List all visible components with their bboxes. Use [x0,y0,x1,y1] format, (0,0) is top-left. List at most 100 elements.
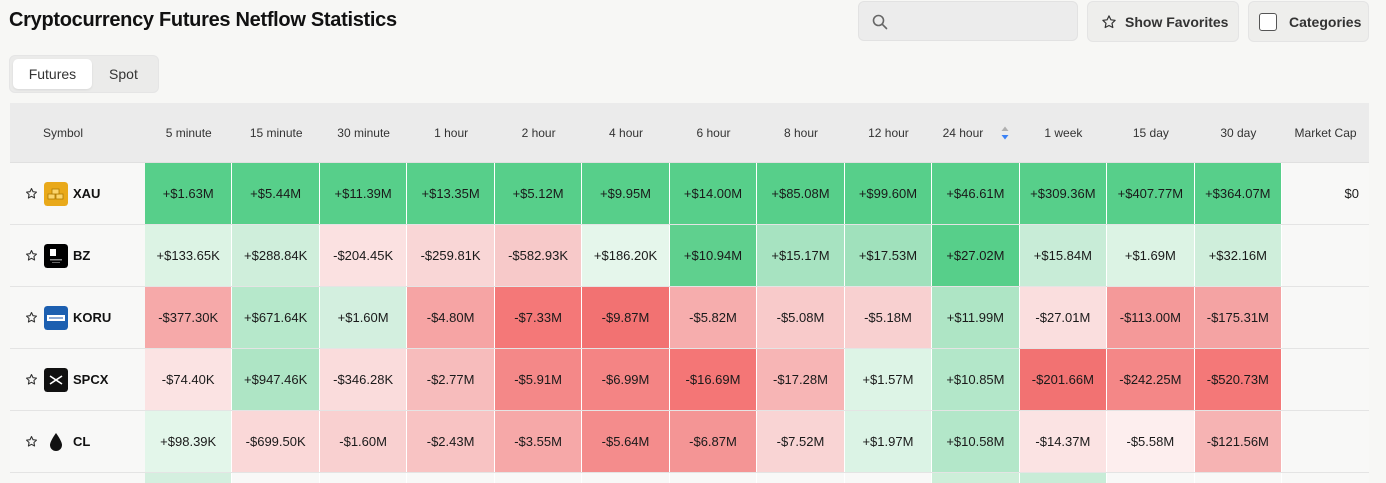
netflow-cell: +$407.77M [1107,163,1195,224]
column-header-15m[interactable]: 15 minute [249,125,303,140]
netflow-cell: +$5.12M [494,163,583,224]
table-row[interactable]: BZ +$133.65K +$288.84K -$204.45K -$259.81K -$… [10,225,1370,287]
show-favorites-button[interactable]: Show Favorites [1087,1,1239,42]
table-row[interactable]: KORU -$377.30K +$671.64K +$1.60M -$4.80M -$7.… [10,287,1370,349]
column-header-8h[interactable]: 8 hour [783,125,818,140]
search-icon [872,14,888,30]
tab-spot[interactable]: Spot [109,66,138,82]
categories-checkbox[interactable] [1259,12,1277,31]
oil-drop-icon [44,430,68,454]
netflow-cell: -$2.43M [407,411,495,472]
netflow-cell: +$14.00M [669,163,758,224]
symbol-cell[interactable]: SPCX [10,349,145,410]
symbol-cell[interactable]: KORU [10,287,145,348]
partial-cell [757,473,845,483]
netflow-cell: +$13.35M [407,163,495,224]
netflow-cell: +$99.60M [844,163,933,224]
symbol-cell[interactable]: CL [10,411,145,472]
netflow-cell: -$5.58M [1107,411,1195,472]
bz-logo-icon [44,243,68,268]
partial-cell [1194,473,1283,483]
netflow-cell: -$5.08M [757,287,845,348]
netflow-cell: -$7.52M [757,411,845,472]
netflow-cell: -$4.80M [407,287,495,348]
column-header-2h[interactable]: 2 hour [521,125,556,140]
netflow-cell: -$27.01M [1019,287,1108,348]
market-cap-cell [1282,225,1370,286]
column-header-1h[interactable]: 1 hour [434,125,469,140]
column-header-30m[interactable]: 30 minute [337,125,390,140]
column-header-4h[interactable]: 4 hour [609,125,644,140]
netflow-cell: -$242.25M [1107,349,1195,410]
netflow-cell: +$85.08M [757,163,845,224]
netflow-cell: +$46.61M [932,163,1020,224]
netflow-cell: +$133.65K [144,225,233,286]
netflow-cell: -$520.73M [1194,349,1283,410]
sort-icon[interactable] [1001,126,1009,140]
netflow-cell: -$5.64M [582,411,670,472]
partial-cell [844,473,933,483]
partial-cell [10,473,145,483]
favorite-star-icon[interactable] [25,249,38,262]
favorite-star-icon[interactable] [25,187,38,200]
netflow-cell: -$14.37M [1019,411,1108,472]
categories-label: Categories [1289,13,1362,30]
table-header: Symbol 5 minute 15 minute 30 minute 1 ho… [10,103,1369,163]
partial-cell [144,473,233,483]
netflow-cell: -$699.50K [232,411,320,472]
netflow-cell: +$671.64K [232,287,320,348]
netflow-cell: -$5.82M [669,287,758,348]
netflow-cell: +$947.46K [232,349,320,410]
column-header-24h[interactable]: 24 hour [932,103,1019,162]
table-row[interactable]: SPCX -$74.40K +$947.46K -$346.28K -$2.77M -$5… [10,349,1370,411]
market-type-tabs: Futures Spot [9,55,159,93]
categories-toggle[interactable]: Categories [1248,1,1369,42]
netflow-cell: +$11.99M [932,287,1020,348]
star-icon [1102,14,1116,28]
symbol-cell[interactable]: BZ [10,225,145,286]
netflow-cell: +$5.44M [232,163,320,224]
netflow-cell: +$10.94M [669,225,758,286]
partial-cell [407,473,495,483]
column-header-15d[interactable]: 15 day [1132,125,1169,140]
netflow-cell: +$15.84M [1019,225,1108,286]
partial-cell [232,473,320,483]
netflow-cell: +$1.60M [319,287,408,348]
search-input[interactable] [858,1,1078,41]
partial-cell [1019,473,1108,483]
column-header-30d[interactable]: 30 day [1220,125,1257,140]
column-header-12h[interactable]: 12 hour [868,125,909,140]
favorite-star-icon[interactable] [25,435,38,448]
koru-logo-icon [44,305,68,330]
table-body: XAU +$1.63M +$5.44M +$11.39M +$13.35M +$5.12M… [10,163,1370,483]
column-header-6h[interactable]: 6 hour [696,125,731,140]
netflow-cell: +$10.58M [932,411,1020,472]
netflow-cell: -$6.99M [582,349,670,410]
column-header-market-cap[interactable]: Market Cap [1294,125,1357,140]
netflow-cell: -$259.81K [407,225,495,286]
symbol-label: BZ [73,248,91,263]
netflow-cell: -$6.87M [669,411,758,472]
column-header-1w[interactable]: 1 week [1044,125,1083,140]
partial-cell [1107,473,1195,483]
netflow-cell: +$98.39K [144,411,233,472]
market-cap-cell [1282,411,1370,472]
table-row[interactable]: XAU +$1.63M +$5.44M +$11.39M +$13.35M +$5.12M… [10,163,1370,225]
symbol-cell[interactable]: XAU [10,163,145,224]
partial-cell [582,473,670,483]
tab-futures[interactable]: Futures [13,59,92,89]
netflow-cell: -$582.93K [494,225,583,286]
favorite-star-icon[interactable] [25,311,38,324]
market-cap-cell: $0 [1282,163,1370,224]
netflow-cell: -$201.66M [1019,349,1108,410]
netflow-cell: +$11.39M [319,163,408,224]
partial-cell [669,473,758,483]
netflow-cell: +$1.57M [844,349,933,410]
table-row[interactable]: CL +$98.39K -$699.50K -$1.60M -$2.43M -$3.55M… [10,411,1370,473]
favorite-star-icon[interactable] [25,373,38,386]
spcx-logo-icon [44,367,68,392]
netflow-cell: -$346.28K [319,349,408,410]
column-header-symbol[interactable]: Symbol [43,125,84,140]
column-header-5m[interactable]: 5 minute [165,125,212,140]
netflow-cell: +$364.07M [1194,163,1283,224]
